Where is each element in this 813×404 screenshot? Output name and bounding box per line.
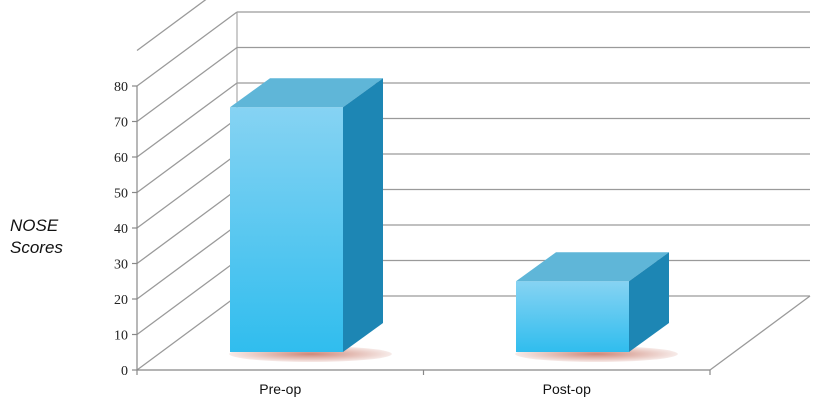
bar-post-op [515, 252, 678, 362]
gridline-diagonal [136, 0, 207, 52]
x-category-label: Post-op [543, 381, 591, 397]
floor-left-edge [136, 295, 238, 371]
bar-side [629, 252, 669, 352]
y-tick-labels: 0 10 20 30 40 50 60 70 80 [114, 80, 128, 379]
y-tick-label: 10 [114, 329, 128, 344]
y-tick-label: 70 [114, 116, 128, 131]
y-tick-label: 50 [114, 187, 128, 202]
gridline-diagonal [136, 188, 238, 265]
gridline-diagonal [136, 259, 238, 336]
y-axis-label-line-2: Scores [10, 238, 63, 257]
gridline-diagonal [136, 117, 238, 194]
y-tick-label: 20 [114, 293, 128, 308]
y-axis-label-line-1: NOSE [10, 216, 59, 235]
y-tick-label: 0 [121, 364, 128, 379]
y-tick-label: 80 [114, 80, 128, 95]
gridline-diagonal [136, 46, 238, 123]
gridline-diagonal [136, 153, 238, 229]
bar-front [516, 281, 629, 352]
y-tick-label: 40 [114, 222, 128, 237]
bar-top [516, 252, 669, 282]
x-category-label: Pre-op [259, 381, 301, 397]
y-tick-label: 30 [114, 258, 128, 273]
bars [229, 78, 678, 362]
bar-side [343, 78, 383, 353]
bar-top [230, 78, 383, 108]
gridline-diagonal [136, 224, 238, 300]
gridline-diagonal [136, 82, 238, 158]
floor-right-edge [709, 295, 811, 371]
gridline-diagonal [136, 11, 238, 87]
y-tick-label: 60 [114, 151, 128, 166]
bar-pre-op [229, 78, 392, 362]
axes [132, 85, 711, 375]
bar-front [230, 107, 343, 352]
x-category-labels: Pre-op Post-op [259, 381, 591, 397]
